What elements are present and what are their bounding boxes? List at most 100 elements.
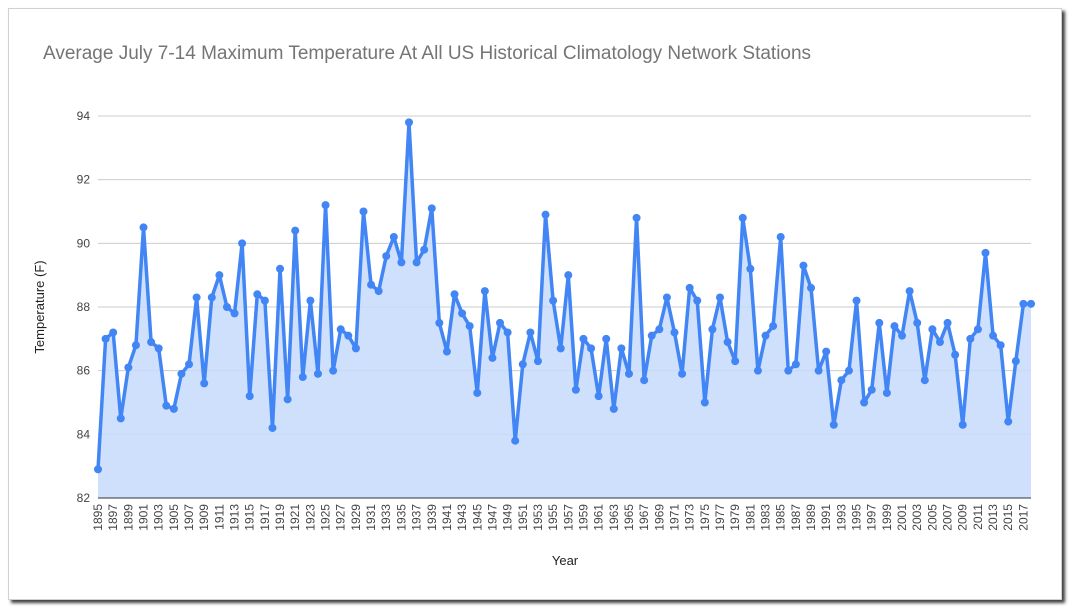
data-point-1983	[761, 331, 770, 340]
data-point-1895	[94, 465, 102, 474]
x-tick-label-1949: 1949	[501, 504, 515, 531]
data-point-1938	[420, 245, 429, 254]
data-point-1929	[351, 344, 360, 353]
data-point-1950	[511, 436, 520, 445]
x-tick-label-2005: 2005	[925, 504, 939, 531]
x-tick-label-1953: 1953	[531, 504, 545, 531]
data-point-1944	[465, 322, 474, 331]
y-tick-label-82: 82	[77, 491, 91, 505]
y-tick-label-88: 88	[77, 300, 91, 314]
x-tick-label-1927: 1927	[334, 504, 348, 531]
data-point-2005	[928, 325, 937, 334]
chart-frame: Average July 7-14 Maximum Temperature At…	[8, 8, 1062, 600]
data-point-1968	[647, 331, 656, 340]
data-point-1924	[313, 369, 322, 378]
data-point-1932	[374, 287, 383, 296]
x-tick-label-1993: 1993	[834, 504, 848, 531]
x-tick-label-1937: 1937	[410, 504, 424, 531]
x-tick-label-1921: 1921	[288, 504, 302, 531]
data-point-1931	[367, 280, 376, 289]
x-tick-label-1899: 1899	[121, 504, 135, 531]
x-tick-label-1917: 1917	[258, 504, 272, 531]
data-point-1943	[458, 309, 467, 318]
data-point-1992	[829, 420, 838, 429]
x-tick-label-1939: 1939	[425, 504, 439, 531]
x-tick-label-1985: 1985	[774, 504, 788, 531]
data-point-1966	[632, 213, 641, 222]
x-tick-label-1923: 1923	[303, 504, 317, 531]
x-tick-label-1897: 1897	[106, 504, 120, 531]
data-point-1953	[533, 357, 542, 366]
x-tick-label-1915: 1915	[243, 504, 257, 531]
data-point-1957	[564, 271, 573, 280]
data-point-1948	[496, 318, 505, 327]
x-tick-label-1995: 1995	[850, 504, 864, 531]
data-point-1901	[139, 223, 148, 232]
data-point-1961	[594, 392, 603, 401]
data-point-1928	[344, 331, 353, 340]
data-point-1925	[321, 201, 330, 210]
x-tick-label-2015: 2015	[1001, 504, 1015, 531]
data-point-1980	[738, 213, 747, 222]
x-tick-label-2001: 2001	[895, 504, 909, 531]
data-point-1907	[185, 360, 194, 369]
x-tick-label-1945: 1945	[470, 504, 484, 531]
y-tick-label-92: 92	[77, 173, 91, 187]
data-point-2008	[951, 350, 960, 359]
data-point-2014	[996, 341, 1005, 350]
x-tick-label-1971: 1971	[667, 504, 681, 531]
data-point-1922	[298, 373, 307, 382]
x-tick-label-2003: 2003	[910, 504, 924, 531]
data-point-2011	[973, 325, 982, 334]
data-point-1899	[124, 363, 133, 372]
data-point-1988	[799, 261, 808, 270]
x-tick-label-1979: 1979	[728, 504, 742, 531]
x-tick-label-1929: 1929	[349, 504, 363, 531]
data-point-1900	[131, 341, 140, 350]
data-point-1940	[435, 318, 444, 327]
data-point-1947	[488, 353, 497, 362]
data-point-1954	[541, 210, 550, 219]
x-axis-title: Year	[552, 553, 579, 568]
data-point-1904	[162, 401, 171, 410]
data-point-1991	[822, 347, 831, 356]
x-tick-label-1933: 1933	[379, 504, 393, 531]
data-point-1906	[177, 369, 186, 378]
data-point-1972	[678, 369, 687, 378]
data-point-1923	[306, 296, 315, 305]
data-point-1952	[526, 328, 535, 337]
series-points	[94, 118, 1035, 474]
data-point-1973	[685, 283, 694, 292]
data-point-2007	[943, 318, 952, 327]
data-point-1918	[268, 423, 277, 432]
data-point-1911	[215, 271, 224, 280]
data-point-2015	[1004, 417, 1013, 426]
data-point-1995	[852, 296, 861, 305]
x-tick-label-1903: 1903	[152, 504, 166, 531]
x-tick-label-1963: 1963	[607, 504, 621, 531]
data-point-1981	[746, 264, 755, 273]
x-tick-label-1987: 1987	[789, 504, 803, 531]
data-point-1941	[442, 347, 451, 356]
data-point-1965	[624, 369, 633, 378]
x-tick-label-1907: 1907	[182, 504, 196, 531]
data-point-2012	[981, 248, 990, 257]
data-point-1910	[207, 293, 216, 302]
x-tick-label-1967: 1967	[637, 504, 651, 531]
data-point-1984	[769, 322, 778, 331]
data-point-1976	[708, 325, 717, 334]
data-point-1994	[844, 366, 853, 375]
data-point-1998	[875, 318, 884, 327]
data-point-1903	[154, 344, 163, 353]
x-tick-label-1977: 1977	[713, 504, 727, 531]
data-point-1949	[503, 328, 512, 337]
x-tick-label-1959: 1959	[576, 504, 590, 531]
x-tick-label-1931: 1931	[364, 504, 378, 531]
data-point-1896	[101, 334, 110, 343]
x-tick-label-1955: 1955	[546, 504, 560, 531]
data-point-1905	[169, 404, 178, 413]
data-point-1942	[450, 290, 459, 299]
data-point-1926	[329, 366, 338, 375]
series-line	[96, 120, 1031, 470]
